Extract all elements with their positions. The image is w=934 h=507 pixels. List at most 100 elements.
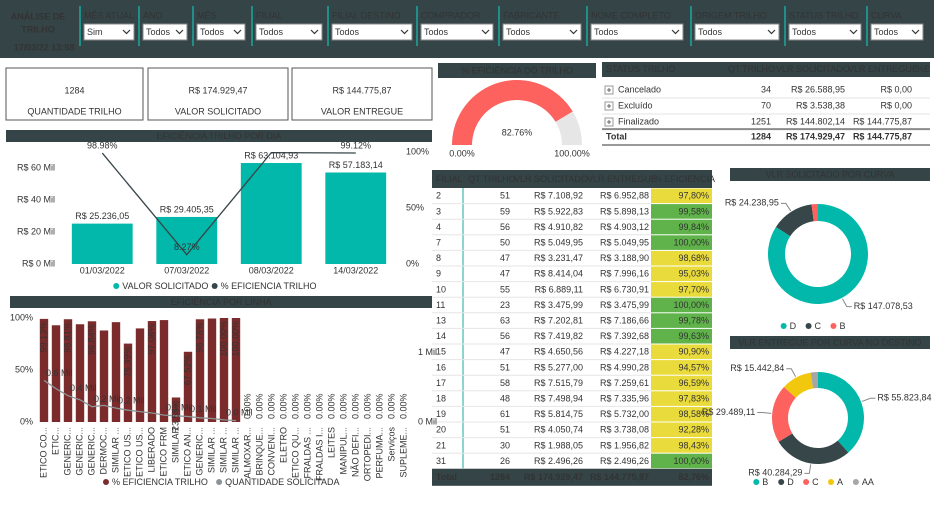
legend-label: QUANTIDADE SOLICITADA	[225, 477, 339, 487]
table-total: Total	[436, 472, 457, 482]
y-tick-label: 50%	[15, 364, 33, 374]
dropdown-chevron[interactable]	[569, 29, 578, 35]
dropdown-chevron[interactable]	[122, 29, 131, 35]
panel-title: VLR ENTREGUE POR CURVA NO DESTINO	[738, 337, 921, 347]
x-tick-label: ETICO CO...	[38, 427, 48, 478]
table-cell: 21	[436, 440, 446, 450]
filter-dropdown[interactable]	[196, 23, 246, 41]
table-cell: 70	[761, 100, 771, 110]
expand-plus[interactable]	[607, 120, 611, 124]
x-tick-label: SIMILAR ...	[206, 427, 216, 473]
efficiency-cell	[651, 391, 712, 406]
bar-label: 0.00%	[290, 393, 300, 419]
dropdown-chevron[interactable]	[481, 29, 490, 35]
leader-line	[780, 202, 792, 212]
dropdown-chevron[interactable]	[400, 29, 409, 35]
dropdown-chevron[interactable]	[175, 29, 184, 35]
kpi-label: VALOR SOLICITADO	[175, 106, 261, 116]
table-cell: R$ 7.498,94	[534, 393, 583, 403]
x-tick-label: FRALDAS I...	[314, 427, 324, 481]
bar-label: 0.00%	[338, 393, 348, 419]
filter-dropdown[interactable]	[694, 23, 780, 41]
expand-plus[interactable]	[607, 88, 611, 92]
y-tick-label: R$ 0 Mil	[22, 258, 55, 268]
efficiency-cell	[651, 406, 712, 422]
expand-plus[interactable]	[607, 104, 611, 108]
column-header: VLR ENTREGUE	[848, 64, 918, 74]
table-cell: 100,00%	[673, 237, 709, 247]
bar	[240, 163, 302, 264]
filter-dropdown[interactable]	[331, 23, 413, 41]
x-tick-label: DERMOC...	[98, 427, 108, 475]
dropdown-chevron[interactable]	[310, 29, 319, 35]
dropdown-chevron[interactable]	[911, 29, 920, 35]
filter-dropdown[interactable]	[788, 23, 862, 41]
table-cell: R$ 5.922,83	[534, 206, 583, 216]
filter-value: Todos	[259, 27, 284, 37]
dropdown-chevron[interactable]	[671, 29, 680, 35]
legend-marker	[211, 283, 218, 289]
y-tick-label: R$ 20 Mil	[17, 226, 55, 236]
table-cell: 51	[500, 425, 510, 435]
table-cell: 99,58%	[678, 206, 709, 216]
line-label: 8.27%	[174, 242, 200, 252]
column-header: VLR SOLICITADO	[514, 174, 588, 184]
table-cell: 59	[500, 206, 510, 216]
x-tick-label: SUPLEME...	[398, 427, 408, 478]
filter-value: Todos	[335, 27, 360, 37]
table-cell: 100,00%	[673, 456, 709, 466]
table-cell: R$ 7.515,79	[534, 378, 583, 388]
bar	[99, 330, 109, 422]
filter-dropdown[interactable]	[870, 23, 924, 41]
filter-dropdown[interactable]	[83, 23, 135, 41]
table-cell: 98,68%	[678, 253, 709, 263]
table-cell: 13	[436, 315, 446, 325]
table-cell: R$ 3.738,08	[600, 425, 649, 435]
table-total: R$ 144.775,87	[590, 472, 649, 482]
x-tick-label: 07/03/2022	[164, 265, 209, 275]
bar-label: 0.00%	[386, 393, 396, 419]
x-tick-label: ETICO FRM	[158, 427, 168, 477]
table-cell: R$ 4.050,74	[534, 425, 583, 435]
table-header-row	[432, 170, 712, 188]
bar-label: 67.52%	[182, 355, 192, 386]
table-total: R$ 174.929,47	[524, 472, 583, 482]
table-cell: R$ 4.650,56	[534, 347, 583, 357]
filter-value: Todos	[874, 27, 899, 37]
legend-marker	[216, 479, 223, 485]
efficiency-cell	[651, 438, 712, 453]
bar	[63, 319, 73, 422]
dropdown-chevron[interactable]	[233, 29, 242, 35]
table-cell: R$ 0,00	[880, 100, 912, 110]
filter-dropdown[interactable]	[420, 23, 494, 41]
dropdown-chevron[interactable]	[849, 29, 858, 35]
table-cell: 1251	[751, 116, 771, 126]
bar	[87, 321, 97, 422]
dropdown-chevron[interactable]	[767, 29, 776, 35]
table-cell: R$ 3.475,99	[600, 300, 649, 310]
x-tick-label: NÃO DEFI...	[350, 427, 360, 477]
kpi-card	[147, 67, 289, 121]
column-header: FILIAL	[436, 174, 463, 184]
filter-dropdown[interactable]	[255, 23, 323, 41]
efficiency-cell	[651, 250, 712, 266]
filter-dropdown[interactable]	[142, 23, 188, 41]
table-total: R$ 174.929,47	[786, 131, 845, 141]
legend-marker	[830, 323, 837, 329]
bar-label: R$ 29.405,35	[160, 204, 214, 214]
panel-title: VLR SOLICITADO POR CURVA	[765, 169, 894, 179]
filter-dropdown[interactable]	[502, 23, 582, 41]
bar	[183, 351, 193, 422]
table-cell: 47	[500, 269, 510, 279]
table-cell: R$ 0,00	[880, 84, 912, 94]
table-total-row	[432, 468, 712, 486]
table-cell: 18	[436, 393, 446, 403]
panel-title: EFICIÊNCIA TRILHO POR DIA	[157, 131, 282, 141]
leader-line	[804, 464, 812, 474]
table-cell: 10	[436, 284, 446, 294]
filter-dropdown[interactable]	[590, 23, 684, 41]
legend-label: B	[839, 321, 845, 331]
table-cell: R$ 3.475,99	[534, 300, 583, 310]
y-tick-label: R$ 40 Mil	[17, 194, 55, 204]
table-cell: 90,90%	[678, 347, 709, 357]
